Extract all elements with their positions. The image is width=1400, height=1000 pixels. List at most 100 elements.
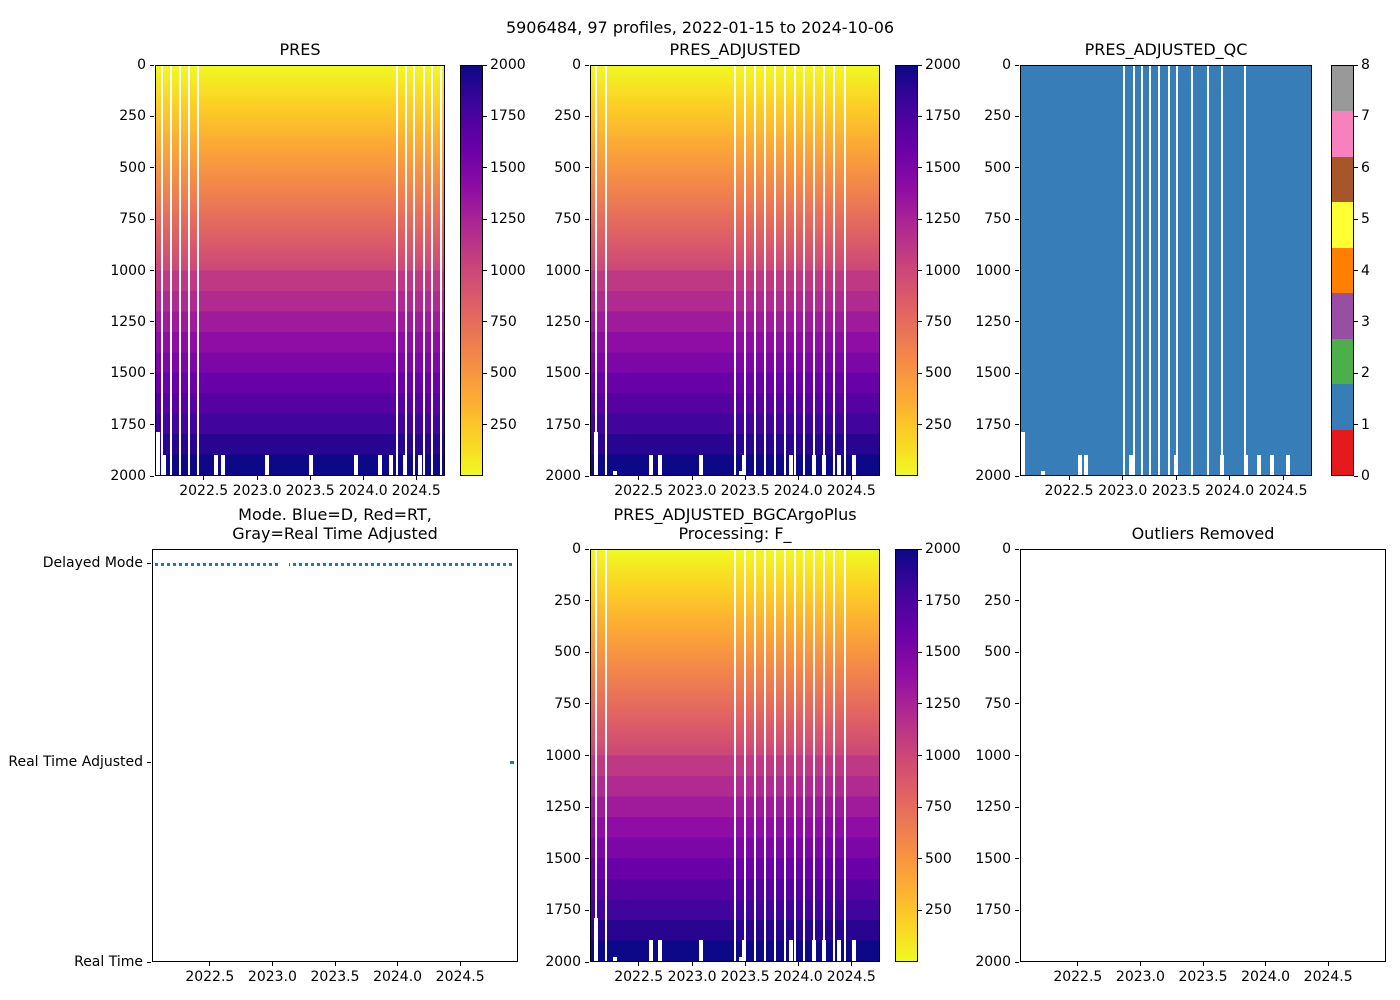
missing-profile-line bbox=[169, 66, 172, 475]
y-tick-label: 1000 bbox=[545, 747, 581, 764]
y-tick-mark bbox=[585, 218, 589, 220]
y-tick-label: 750 bbox=[554, 211, 581, 228]
missing-deep-data-stub bbox=[789, 454, 794, 475]
missing-deep-data-stub bbox=[220, 454, 225, 475]
x-tick-label: 2024.0 bbox=[773, 483, 823, 499]
missing-deep-data-stub bbox=[389, 454, 394, 475]
y-tick-mark bbox=[585, 115, 589, 117]
colorbar-tick-mark bbox=[918, 909, 922, 911]
y-tick-label: 1250 bbox=[545, 313, 581, 330]
missing-profile-line bbox=[178, 66, 181, 475]
qc-color-segment bbox=[1332, 247, 1353, 294]
missing-profile-line bbox=[793, 66, 796, 475]
x-tick-mark bbox=[691, 962, 693, 966]
colorbar-tick-mark bbox=[1354, 64, 1358, 66]
colorbar-tick-label: 2 bbox=[1361, 365, 1370, 382]
missing-deep-data-stub bbox=[789, 940, 794, 961]
colorbar-bgc bbox=[895, 549, 918, 962]
panel-title-pres_adjusted_qc: PRES_ADJUSTED_QC bbox=[1084, 40, 1248, 59]
colorbar-tick-label: 2000 bbox=[925, 541, 961, 557]
missing-deep-data-stub bbox=[1270, 454, 1275, 475]
colorbar-pres_adjusted bbox=[895, 65, 918, 476]
colorbar-tick-label: 1250 bbox=[925, 211, 961, 228]
missing-profile-line bbox=[743, 550, 746, 961]
x-tick-mark bbox=[1077, 962, 1079, 966]
figure-title: 5906484, 97 profiles, 2022-01-15 to 2024… bbox=[505, 18, 895, 37]
colorbar-tick-mark bbox=[1354, 321, 1358, 323]
y-tick-label: 500 bbox=[984, 644, 1011, 661]
missing-deep-data-stub bbox=[1257, 454, 1262, 475]
qc-color-segment bbox=[1332, 429, 1353, 475]
colorbar-tick-label: 8 bbox=[1361, 57, 1370, 73]
y-tick-mark bbox=[585, 651, 589, 653]
x-tick-mark bbox=[256, 476, 258, 480]
panel-title-pres: PRES bbox=[279, 40, 321, 59]
colorbar-tick-mark bbox=[483, 270, 487, 271]
y-tick-mark bbox=[150, 115, 154, 117]
y-tick-mark bbox=[150, 167, 154, 169]
y-tick-mark bbox=[1015, 600, 1019, 602]
y-tick-label: 1000 bbox=[975, 262, 1011, 279]
missing-profile-line bbox=[793, 550, 796, 961]
missing-deep-data-stub bbox=[1041, 470, 1046, 475]
x-tick-mark bbox=[1202, 962, 1204, 966]
missing-deep-data-stub bbox=[657, 454, 662, 475]
y-tick-mark bbox=[585, 372, 589, 374]
missing-profile-line bbox=[196, 66, 199, 475]
missing-deep-data-stub bbox=[812, 454, 817, 475]
colorbar-tick-mark bbox=[483, 424, 487, 426]
y-tick-label: 250 bbox=[554, 108, 581, 125]
y-tick-label: 1500 bbox=[545, 850, 581, 867]
colorbar-tick-mark bbox=[483, 372, 487, 374]
x-tick-mark bbox=[744, 476, 746, 480]
y-tick-mark bbox=[150, 424, 154, 426]
colorbar-tick-label: 1500 bbox=[490, 159, 526, 176]
x-tick-label: 2024.0 bbox=[1241, 969, 1291, 985]
x-tick-mark bbox=[1229, 476, 1231, 480]
colorbar-tick-label: 500 bbox=[490, 365, 517, 382]
colorbar-tick-mark bbox=[483, 115, 487, 117]
missing-profile-line bbox=[763, 550, 766, 961]
missing-profile-line bbox=[753, 550, 756, 961]
missing-deep-data-stub bbox=[1084, 454, 1089, 475]
y-tick-label: 250 bbox=[554, 592, 581, 609]
y-tick-mark bbox=[585, 858, 589, 860]
x-tick-label: 2023.0 bbox=[1115, 969, 1165, 985]
axes-pres_adjusted_qc bbox=[1020, 65, 1312, 476]
y-tick-label: 500 bbox=[554, 644, 581, 661]
colorbar-tick-mark bbox=[918, 321, 922, 323]
y-tick-mark bbox=[585, 475, 589, 477]
y-tick-mark bbox=[1015, 858, 1019, 860]
axes-mode bbox=[152, 549, 518, 962]
missing-profile-line bbox=[783, 66, 786, 475]
missing-deep-data-stub bbox=[738, 470, 743, 475]
colorbar-tick-label: 1000 bbox=[925, 262, 961, 279]
missing-deep-data-stub bbox=[403, 454, 408, 475]
missing-profile-line bbox=[844, 550, 847, 961]
y-tick-mark bbox=[585, 548, 589, 550]
colorbar-pres_adjusted_qc bbox=[1331, 65, 1354, 476]
x-tick-label: 2023.0 bbox=[232, 483, 282, 499]
colorbar-tick-mark bbox=[918, 548, 922, 550]
y-tick-mark bbox=[150, 321, 154, 323]
missing-deep-data-stub bbox=[418, 454, 423, 475]
x-tick-mark bbox=[1265, 962, 1267, 966]
missing-profile-line bbox=[1167, 66, 1170, 475]
x-tick-label: 2022.5 bbox=[179, 483, 229, 499]
missing-deep-data-stub bbox=[648, 940, 653, 961]
x-tick-mark bbox=[797, 476, 799, 480]
missing-profile-line bbox=[1149, 66, 1152, 475]
y-tick-label: Real Time bbox=[74, 954, 143, 970]
missing-deep-data-stub bbox=[593, 917, 598, 961]
colorbar-tick-label: 1750 bbox=[490, 108, 526, 125]
missing-profile-line bbox=[783, 550, 786, 961]
x-tick-mark bbox=[691, 476, 693, 480]
x-tick-mark bbox=[203, 476, 205, 480]
x-tick-label: 2023.5 bbox=[720, 969, 770, 985]
x-tick-label: 2023.0 bbox=[247, 969, 297, 985]
x-tick-label: 2022.5 bbox=[185, 969, 235, 985]
x-tick-mark bbox=[362, 476, 364, 480]
y-tick-mark bbox=[1015, 270, 1019, 271]
y-tick-label: 0 bbox=[572, 57, 581, 73]
x-tick-label: 2023.5 bbox=[1178, 969, 1228, 985]
